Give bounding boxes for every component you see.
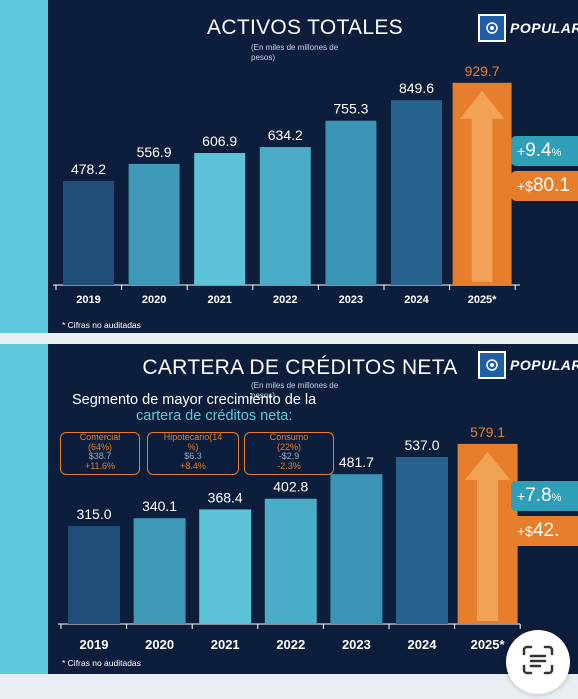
total-assets-panel: ACTIVOS TOTALES (En miles de millones de… bbox=[0, 0, 578, 333]
x-tick-label: 2024 bbox=[404, 294, 429, 306]
growth-percent-badge: +7.8% bbox=[511, 481, 578, 511]
bar-value-label: 606.9 bbox=[202, 133, 237, 149]
x-tick-label: 2021 bbox=[211, 637, 240, 652]
scan-text-icon bbox=[522, 645, 554, 675]
segment-card-consumo: Consumo (22%) -$2.9 -2.3% bbox=[244, 432, 334, 475]
popular-logo-icon bbox=[478, 351, 506, 379]
growth-amount-badge: +$ 80.1 bbox=[511, 171, 578, 201]
segment-change: -2.3% bbox=[277, 460, 301, 471]
bar-value-label: 368.4 bbox=[208, 489, 243, 505]
popular-logo: POPULAR bbox=[478, 14, 578, 42]
x-tick-label: 2021 bbox=[207, 294, 231, 306]
bar bbox=[63, 180, 114, 285]
badge-prefix: + bbox=[517, 488, 526, 504]
badge-prefix: +$ bbox=[517, 178, 533, 194]
segment-name: Comercial bbox=[79, 432, 121, 442]
bar bbox=[199, 509, 252, 624]
bar bbox=[259, 147, 311, 285]
x-tick-label: 2022 bbox=[276, 637, 305, 652]
x-tick-label: 2020 bbox=[145, 637, 174, 652]
badge-value: 80.1 bbox=[532, 175, 570, 196]
subtitle-line-2: pesos) bbox=[251, 391, 276, 400]
popular-logo: POPULAR bbox=[478, 351, 578, 379]
popular-logo-icon bbox=[478, 14, 506, 42]
bar-value-label: 402.8 bbox=[273, 479, 308, 495]
subtitle-line-2: pesos) bbox=[251, 53, 276, 62]
segment-share: (22%) bbox=[276, 441, 301, 452]
subtitle-line-1: (En miles de millones de bbox=[251, 43, 339, 52]
bar bbox=[330, 474, 383, 624]
segment-amount: $38.7 bbox=[88, 451, 112, 461]
segment-share: (64%) bbox=[87, 441, 112, 452]
segment-card-comercial: Comercial (64%) $38.7 +11.6% bbox=[60, 432, 140, 475]
segment-share: %) bbox=[187, 441, 199, 452]
bar bbox=[264, 498, 317, 624]
growth-arrow bbox=[459, 90, 505, 282]
subtitle-line-1: (En miles de millones de bbox=[251, 381, 339, 390]
growth-amount-badge: +$ 42. bbox=[511, 516, 578, 546]
bar bbox=[396, 456, 448, 624]
footnote: * Cifras no auditadas bbox=[62, 658, 141, 668]
segment-name: Consumo bbox=[269, 432, 309, 442]
segment-card-hipotecario: Hipotecario(14 %) $6.3 +8.4% bbox=[147, 432, 239, 475]
x-tick-label: 2024 bbox=[408, 637, 438, 652]
total-assets-bar-chart: 478.2 2019 556.9 2020 606.9 2021 634.2 2022 755.… bbox=[53, 63, 520, 306]
bar-value-label: 634.2 bbox=[268, 127, 303, 143]
chart-title: ACTIVOS TOTALES bbox=[207, 16, 403, 39]
chart-title: CARTERA DE CRÉDITOS NETA bbox=[142, 356, 458, 379]
x-tick-label: 2019 bbox=[80, 637, 109, 652]
segment-change: +8.4% bbox=[180, 460, 206, 471]
x-tick-label: 2023 bbox=[342, 637, 371, 652]
segment-amount: -$2.9 bbox=[278, 451, 300, 461]
bar-value-label: 849.6 bbox=[399, 80, 434, 96]
segment-name: Hipotecario(14 bbox=[163, 432, 223, 442]
bar-value-label: 315.0 bbox=[76, 506, 111, 522]
bar bbox=[194, 152, 246, 285]
bar-value-label: 556.9 bbox=[137, 144, 172, 160]
bar bbox=[325, 120, 377, 285]
x-tick-label: 2019 bbox=[76, 294, 100, 306]
bar-value-label: 579.1 bbox=[470, 424, 505, 440]
bar bbox=[133, 518, 186, 624]
bar bbox=[128, 163, 180, 285]
bar-value-label: 481.7 bbox=[339, 454, 374, 470]
badge-suffix: % bbox=[551, 492, 562, 504]
badge-prefix: + bbox=[517, 143, 526, 159]
badge-value: 9.4 bbox=[525, 140, 552, 161]
footnote: * Cifras no auditadas bbox=[62, 320, 141, 330]
x-tick-label: 2020 bbox=[142, 294, 166, 306]
badge-suffix: % bbox=[551, 147, 562, 159]
accent-stripe bbox=[0, 344, 48, 674]
badge-prefix: +$ bbox=[517, 523, 533, 539]
net-loans-panel: CARTERA DE CRÉDITOS NETA (En miles de mi… bbox=[0, 344, 578, 674]
logo-text: POPULAR bbox=[510, 357, 578, 373]
x-tick-label: 2023 bbox=[339, 294, 363, 306]
logo-text: POPULAR bbox=[510, 20, 578, 36]
badge-value: 42. bbox=[532, 520, 560, 541]
chart-subtitle: (En miles de millones de pesos) bbox=[251, 381, 338, 401]
bar-value-label: 537.0 bbox=[404, 437, 439, 453]
bar-value-label: 929.7 bbox=[465, 63, 500, 79]
bar bbox=[391, 100, 442, 285]
accent-stripe bbox=[0, 0, 48, 333]
growth-percent-badge: +9.4% bbox=[511, 136, 578, 166]
bar-value-label: 478.2 bbox=[71, 161, 106, 177]
bar-value-label: 755.3 bbox=[333, 101, 368, 117]
bar-value-label: 340.1 bbox=[142, 498, 177, 514]
x-tick-label: 2022 bbox=[273, 294, 297, 306]
net-loans-bar-chart: 315.0 2019 340.1 2020 368.4 2021 402.8 2022 481.… bbox=[58, 424, 521, 652]
segment-change: +11.6% bbox=[84, 460, 116, 471]
segment-title: Segmento de mayor crecimiento de la bbox=[72, 392, 317, 408]
x-tick-label: 2025* bbox=[471, 637, 506, 652]
bar bbox=[68, 526, 120, 624]
badge-value: 7.8 bbox=[525, 485, 552, 506]
x-tick-label: 2025* bbox=[468, 294, 497, 306]
chart-subtitle: (En miles de millones de pesos) bbox=[251, 43, 338, 63]
growth-arrow bbox=[465, 451, 511, 621]
segment-amount: $6.3 bbox=[184, 451, 202, 461]
scan-text-button[interactable] bbox=[506, 630, 570, 694]
segment-subtitle: cartera de créditos neta: bbox=[136, 408, 293, 424]
